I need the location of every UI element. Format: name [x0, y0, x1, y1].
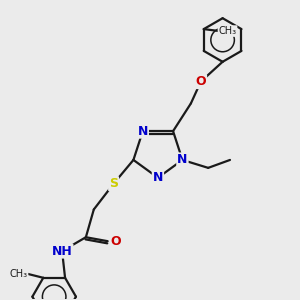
- Text: S: S: [109, 177, 118, 190]
- Text: N: N: [153, 171, 163, 184]
- Text: N: N: [138, 124, 148, 138]
- Text: CH₃: CH₃: [218, 26, 237, 36]
- Text: N: N: [177, 153, 188, 167]
- Text: O: O: [110, 235, 121, 248]
- Text: O: O: [196, 75, 206, 88]
- Text: CH₃: CH₃: [9, 269, 28, 279]
- Text: NH: NH: [52, 244, 73, 258]
